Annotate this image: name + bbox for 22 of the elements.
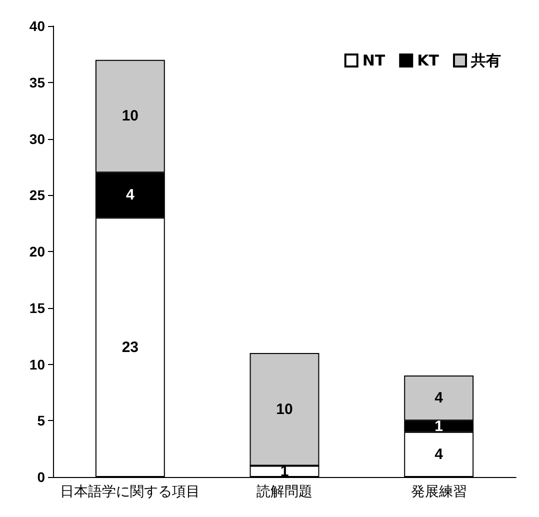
x-tick-label: 日本語学に関する項目 (60, 484, 200, 500)
legend-label: NT (362, 52, 386, 70)
x-tick-label: 発展練習 (410, 484, 467, 500)
data-label: 4 (126, 186, 135, 204)
x-tick-label: 読解問題 (256, 484, 312, 500)
y-tick-label: 10 (29, 356, 46, 372)
data-label: 10 (276, 400, 293, 418)
y-tick-label: 20 (29, 244, 46, 260)
y-tick-label: 40 (29, 18, 46, 34)
data-label: 4 (434, 390, 444, 407)
y-tick-label: 35 (29, 74, 46, 90)
y-tick-label: 5 (37, 412, 46, 429)
y-tick-label: 25 (29, 187, 46, 204)
y-tick-label: 15 (29, 300, 46, 316)
legend-label: KT (417, 52, 440, 70)
data-label: 4 (434, 446, 444, 463)
data-label: 23 (122, 338, 139, 356)
y-tick-label: 30 (29, 130, 46, 147)
data-label: 1 (434, 418, 444, 435)
legend-label: 共有 (470, 52, 501, 70)
data-label: 10 (122, 108, 139, 125)
y-tick-label: 0 (37, 469, 46, 485)
